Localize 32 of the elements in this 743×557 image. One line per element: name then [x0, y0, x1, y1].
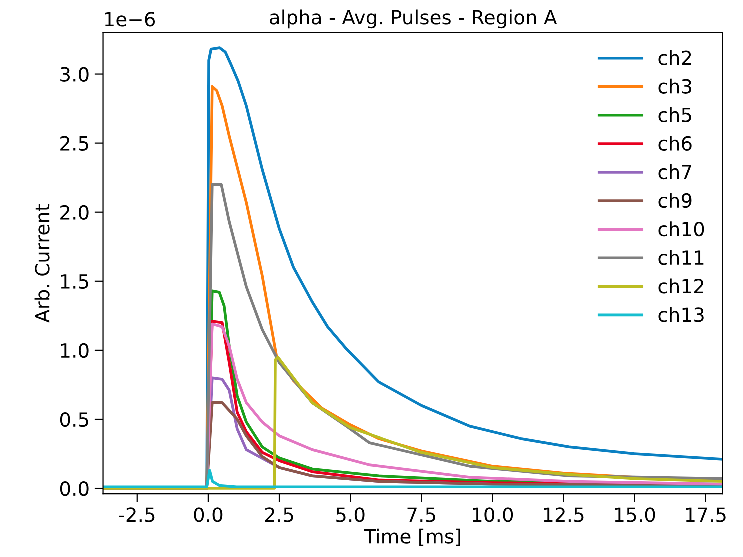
x-tick-label: -2.5 [119, 508, 155, 522]
y-tick-label: 0.0 [60, 481, 89, 496]
x-axis-title: Time [ms] [364, 528, 460, 546]
y-tick-label: 1.0 [61, 343, 89, 358]
legend-label: ch3 [658, 78, 692, 94]
legend-label: ch12 [658, 278, 704, 294]
x-tick-label: 17.5 [686, 508, 726, 522]
legend-label: ch6 [658, 136, 692, 152]
line-series [103, 356, 723, 490]
y-tick-label: 2.0 [60, 205, 89, 220]
x-tick-label: 10.0 [473, 508, 514, 522]
x-tick-label: 7.5 [408, 508, 436, 522]
x-tick-label: 2.5 [265, 508, 294, 522]
legend-label: ch10 [658, 222, 704, 237]
y-axis-title: Arb. Current [34, 204, 50, 323]
legend-label: ch2 [658, 50, 692, 66]
x-tick-label: 12.5 [544, 508, 584, 522]
line-series [103, 469, 723, 489]
legend-label: ch7 [658, 164, 692, 180]
y-tick-label: 0.5 [60, 412, 88, 428]
y-tick-label: 3.0 [60, 67, 89, 82]
legend-label: ch11 [658, 250, 704, 266]
chart-title: alpha - Avg. Pulses - Region A [270, 10, 558, 29]
y-tick-label: 2.5 [60, 136, 88, 151]
y-tick-label: 1.5 [61, 274, 88, 290]
x-tick-label: 0.0 [194, 508, 223, 522]
legend-label: ch5 [658, 107, 692, 122]
x-tick-label: 15.0 [615, 508, 656, 522]
x-tick-label: 5.0 [336, 508, 365, 522]
legend-label: ch13 [658, 307, 704, 322]
text: 1e−6 [105, 12, 156, 27]
legend-label: ch9 [658, 193, 692, 208]
